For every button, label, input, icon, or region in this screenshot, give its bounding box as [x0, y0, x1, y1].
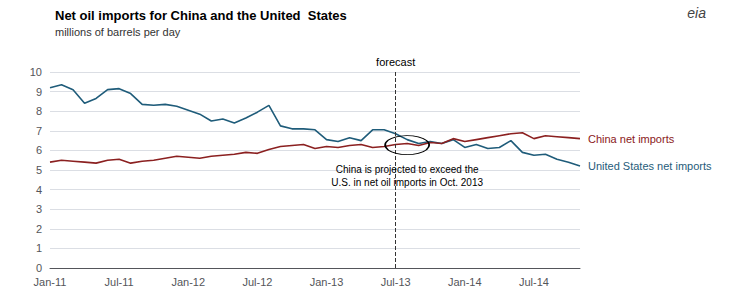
svg-text:9: 9	[36, 86, 42, 98]
svg-text:United States net imports: United States net imports	[588, 160, 712, 172]
svg-text:Jan-13: Jan-13	[310, 276, 344, 288]
svg-text:Jul-13: Jul-13	[381, 276, 411, 288]
svg-text:Jan-11: Jan-11	[34, 276, 67, 288]
svg-text:Jan-14: Jan-14	[448, 276, 482, 288]
svg-text:eia: eia	[687, 5, 706, 21]
svg-text:forecast: forecast	[376, 56, 415, 68]
svg-text:5: 5	[36, 164, 42, 176]
svg-text:7: 7	[36, 125, 42, 137]
svg-text:6: 6	[36, 144, 42, 156]
svg-text:8: 8	[36, 105, 42, 117]
svg-text:Jul-12: Jul-12	[242, 276, 272, 288]
svg-text:millions of barrels per day: millions of barrels per day	[55, 26, 181, 38]
svg-text:Jul-14: Jul-14	[519, 276, 549, 288]
svg-text:10: 10	[30, 66, 42, 78]
svg-text:4: 4	[36, 184, 42, 196]
svg-text:Jan-12: Jan-12	[171, 276, 205, 288]
svg-text:2: 2	[36, 223, 42, 235]
svg-text:China is projected to exceed t: China is projected to exceed the	[336, 164, 479, 175]
svg-text:0: 0	[36, 262, 42, 274]
svg-text:U.S. in net oil imports in Oct: U.S. in net oil imports in Oct. 2013	[331, 177, 483, 188]
svg-text:Net oil imports for China and: Net oil imports for China and the United…	[55, 8, 347, 23]
svg-text:Jul-11: Jul-11	[105, 276, 134, 288]
svg-text:1: 1	[36, 242, 42, 254]
svg-text:China net imports: China net imports	[588, 133, 675, 145]
svg-text:3: 3	[36, 203, 42, 215]
